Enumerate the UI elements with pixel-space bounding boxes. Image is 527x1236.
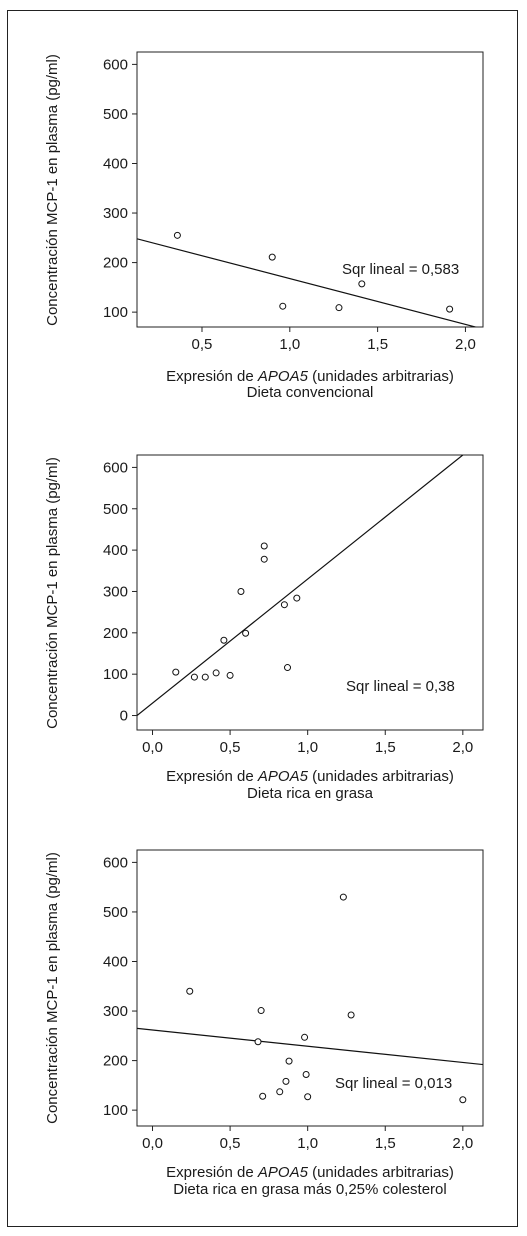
r-squared-annotation: Sqr lineal = 0,583 [342, 261, 459, 278]
plot-area [136, 51, 484, 328]
x-axis-label-part: (unidades arbitrarias) [308, 768, 454, 785]
y-tick-label: 200 [103, 1053, 128, 1070]
data-point [459, 1096, 467, 1104]
y-tick-label: 600 [103, 459, 128, 476]
x-axis-label: Expresión de APOA5 (unidades arbitrarias… [166, 368, 454, 385]
x-axis-label-part: Expresión de [166, 368, 258, 385]
y-tick-label: 100 [103, 1102, 128, 1119]
r-squared-annotation: Sqr lineal = 0,38 [346, 678, 455, 695]
data-point [220, 636, 228, 644]
x-axis-label-part: (unidades arbitrarias) [308, 1164, 454, 1181]
data-point [242, 629, 250, 637]
plot-area [136, 454, 484, 731]
data-point [190, 673, 198, 681]
data-point [293, 594, 301, 602]
y-tick-label: 300 [103, 205, 128, 222]
x-tick-label: 2,0 [455, 336, 476, 353]
y-tick-label: 200 [103, 625, 128, 642]
x-tick-label: 0,5 [220, 1135, 241, 1152]
fit-line [137, 455, 464, 716]
x-tick-label: 2,0 [452, 1135, 473, 1152]
data-point [172, 668, 180, 676]
r-squared-annotation: Sqr lineal = 0,013 [335, 1075, 452, 1092]
x-tick-label: 0,0 [142, 739, 163, 756]
data-point [226, 671, 234, 679]
x-axis-label: Expresión de APOA5 (unidades arbitrarias… [166, 1164, 454, 1181]
data-point [358, 280, 366, 288]
gene-name: APOA5 [257, 768, 309, 785]
diet-subtitle: Dieta rica en grasa más 0,25% colesterol [173, 1181, 446, 1198]
y-tick-label: 600 [103, 56, 128, 73]
y-tick-label: 500 [103, 904, 128, 921]
chart-3: 0,0 0,5 1,0 1,5 2,0 100 200 300 400 500 600 Sqr lin… [44, 849, 484, 1198]
x-tick-label: 1,5 [375, 1135, 396, 1152]
x-tick-label: 1,5 [375, 739, 396, 756]
y-tick-label: 0 [120, 708, 128, 725]
gene-name: APOA5 [257, 368, 309, 385]
y-axis-label: Concentración MCP-1 en plasma (pg/ml) [44, 852, 61, 1124]
data-point [280, 601, 288, 609]
data-point [212, 669, 220, 677]
data-point [254, 1038, 262, 1046]
y-tick-label: 600 [103, 854, 128, 871]
data-point [186, 987, 194, 995]
data-point [282, 1077, 290, 1085]
chart-2: 0,0 0,5 1,0 1,5 2,0 0 100 200 300 400 500 600 Sqr li… [44, 454, 484, 802]
gene-name: APOA5 [257, 1164, 309, 1181]
y-tick-label: 400 [103, 155, 128, 172]
x-axis-label-part: Expresión de [166, 768, 258, 785]
x-tick-label: 1,0 [297, 739, 318, 756]
data-point [335, 304, 343, 312]
data-point [237, 587, 245, 595]
data-point [259, 1092, 267, 1100]
data-point [201, 673, 209, 681]
y-tick-label: 400 [103, 953, 128, 970]
data-point [260, 555, 268, 563]
data-point [276, 1088, 284, 1096]
y-tick-label: 300 [103, 1003, 128, 1020]
x-tick-label: 0,5 [192, 336, 213, 353]
diet-subtitle: Dieta rica en grasa [247, 785, 374, 802]
data-point [304, 1093, 312, 1101]
chart-1: 0,5 1,0 1,5 2,0 100 200 300 400 500 600 Sqr lineal… [44, 51, 484, 401]
y-tick-label: 100 [103, 666, 128, 683]
data-point [268, 253, 276, 261]
x-tick-label: 1,0 [297, 1135, 318, 1152]
x-axis-label: Expresión de APOA5 (unidades arbitrarias… [166, 768, 454, 785]
data-point [446, 305, 454, 313]
plot-area [136, 849, 484, 1127]
x-tick-label: 2,0 [452, 739, 473, 756]
x-axis-label-part: (unidades arbitrarias) [308, 368, 454, 385]
x-tick-label: 1,5 [367, 336, 388, 353]
y-tick-label: 200 [103, 255, 128, 272]
data-point [257, 1007, 265, 1015]
x-tick-label: 0,5 [220, 739, 241, 756]
y-tick-label: 300 [103, 583, 128, 600]
data-point [260, 542, 268, 550]
fit-line [137, 238, 478, 327]
data-point [285, 1057, 293, 1065]
data-point [339, 893, 347, 901]
data-point [279, 302, 287, 310]
x-axis-label-part: Expresión de [166, 1164, 258, 1181]
fit-line [137, 1027, 483, 1066]
y-axis-label: Concentración MCP-1 en plasma (pg/ml) [44, 457, 61, 729]
diet-subtitle: Dieta convencional [247, 384, 374, 401]
y-tick-label: 100 [103, 304, 128, 321]
y-tick-label: 400 [103, 542, 128, 559]
y-tick-label: 500 [103, 501, 128, 518]
data-point [284, 664, 292, 672]
y-tick-label: 500 [103, 106, 128, 123]
data-point [302, 1070, 310, 1078]
y-axis-label: Concentración MCP-1 en plasma (pg/ml) [44, 54, 61, 326]
data-point [301, 1033, 309, 1041]
data-point [173, 231, 181, 239]
x-tick-label: 0,0 [142, 1135, 163, 1152]
data-point [347, 1011, 355, 1019]
figure-frame [7, 10, 518, 1227]
x-tick-label: 1,0 [279, 336, 300, 353]
